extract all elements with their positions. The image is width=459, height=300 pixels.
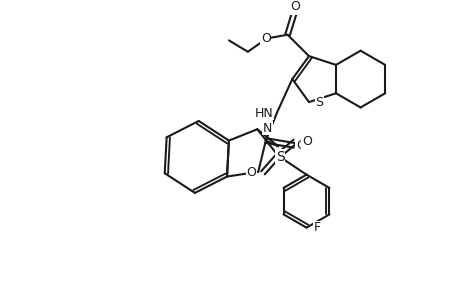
Text: O: O [295, 139, 305, 152]
Text: HN: HN [254, 106, 273, 120]
Text: F: F [313, 221, 320, 234]
Text: O: O [260, 32, 270, 45]
Text: O: O [246, 166, 256, 179]
Text: O: O [290, 0, 299, 13]
Text: S: S [315, 95, 323, 109]
Text: O: O [301, 135, 311, 148]
Text: N: N [263, 122, 272, 135]
Text: S: S [275, 150, 284, 164]
